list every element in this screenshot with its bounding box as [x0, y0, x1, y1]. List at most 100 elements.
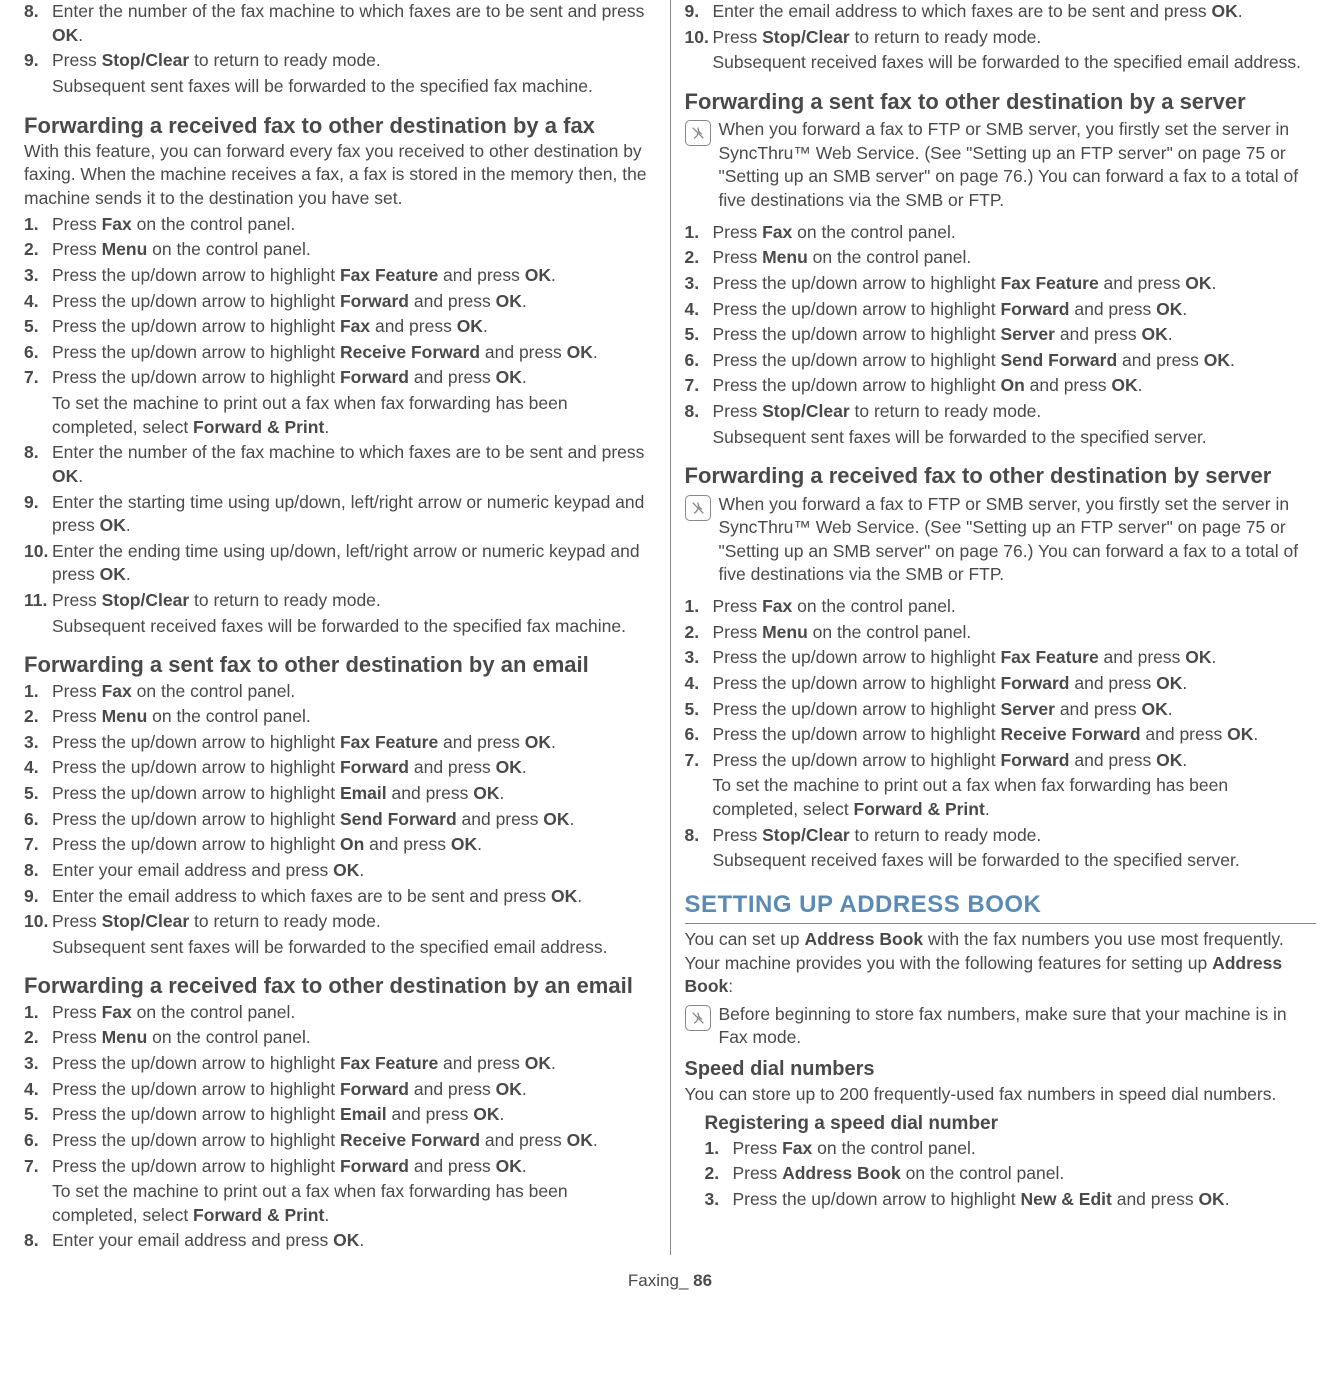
step-item: 3.Press the up/down arrow to highlight F… [24, 264, 656, 288]
step-text: Enter the email address to which faxes a… [52, 885, 656, 909]
step-number: 3. [24, 264, 52, 288]
step-text: Enter the email address to which faxes a… [713, 0, 1317, 24]
step-text: Press Fax on the control panel. [713, 595, 1317, 619]
step-number: 2. [685, 621, 713, 645]
step-item: 5.Press the up/down arrow to highlight F… [24, 315, 656, 339]
step-item: 7.Press the up/down arrow to highlight F… [24, 1155, 656, 1228]
step-subtext: To set the machine to print out a fax wh… [713, 774, 1317, 821]
step-text: Press the up/down arrow to highlight Fax… [713, 646, 1317, 670]
step-number: 2. [24, 1026, 52, 1050]
step-number: 2. [24, 238, 52, 262]
step-text: Press Stop/Clear to return to ready mode… [52, 589, 656, 638]
right-column: 9.Enter the email address to which faxes… [671, 0, 1331, 1255]
step-number: 4. [24, 290, 52, 314]
step-item: 3.Press the up/down arrow to highlight F… [685, 646, 1317, 670]
step-number: 1. [24, 213, 52, 237]
step-item: 6.Press the up/down arrow to highlight S… [685, 349, 1317, 373]
step-number: 6. [24, 808, 52, 832]
step-text: Press Menu on the control panel. [713, 246, 1317, 270]
step-text: Enter the number of the fax machine to w… [52, 441, 656, 488]
step-text: Press Stop/Clear to return to ready mode… [52, 910, 656, 959]
step-text: Press the up/down arrow to highlight For… [713, 672, 1317, 696]
step-text: Press the up/down arrow to highlight Fax… [713, 272, 1317, 296]
step-item: 2.Press Menu on the control panel. [24, 705, 656, 729]
intro-recv-fax-by-fax: With this feature, you can forward every… [24, 140, 656, 211]
step-subtext: Subsequent received faxes will be forwar… [713, 849, 1317, 873]
step-text: Enter your email address and press OK. [52, 1229, 656, 1253]
step-text: Press the up/down arrow to highlight New… [733, 1188, 1317, 1212]
step-number: 1. [685, 595, 713, 619]
step-number: 5. [24, 315, 52, 339]
step-text: Press the up/down arrow to highlight Ema… [52, 782, 656, 806]
steps-sent-fax-by-server: 1.Press Fax on the control panel.2.Press… [685, 221, 1317, 450]
step-number: 5. [24, 782, 52, 806]
note-address-book: Before beginning to store fax numbers, m… [685, 1003, 1317, 1050]
step-item: 1.Press Fax on the control panel. [705, 1137, 1317, 1161]
step-item: 1.Press Fax on the control panel. [24, 680, 656, 704]
step-number: 7. [685, 374, 713, 398]
step-text: Enter the number of the fax machine to w… [52, 0, 656, 47]
step-number: 3. [705, 1188, 733, 1212]
step-number: 3. [24, 731, 52, 755]
step-number: 6. [24, 341, 52, 365]
step-text: Press Fax on the control panel. [713, 221, 1317, 245]
step-item: 1.Press Fax on the control panel. [685, 595, 1317, 619]
note-text: Before beginning to store fax numbers, m… [719, 1003, 1317, 1050]
step-number: 1. [24, 680, 52, 704]
right-top-steps: 9.Enter the email address to which faxes… [685, 0, 1317, 75]
step-item: 7.Press the up/down arrow to highlight F… [685, 749, 1317, 822]
step-number: 9. [24, 491, 52, 538]
step-number: 9. [24, 49, 52, 98]
step-number: 8. [24, 441, 52, 488]
step-number: 2. [24, 705, 52, 729]
intro-speed-dial: You can store up to 200 frequently-used … [685, 1083, 1317, 1107]
steps-recv-fax-by-fax: 1.Press Fax on the control panel.2.Press… [24, 213, 656, 639]
step-item: 1.Press Fax on the control panel. [24, 1001, 656, 1025]
step-number: 5. [24, 1103, 52, 1127]
step-text: Press the up/down arrow to highlight On … [713, 374, 1317, 398]
step-text: Press Menu on the control panel. [713, 621, 1317, 645]
page-footer: Faxing_ 86 [0, 1271, 1340, 1301]
step-item: 2.Press Menu on the control panel. [685, 246, 1317, 270]
note-icon [685, 1005, 711, 1031]
intro-address-book: You can set up Address Book with the fax… [685, 928, 1317, 999]
step-text: Press Fax on the control panel. [52, 213, 656, 237]
step-number: 8. [685, 400, 713, 449]
note-icon [685, 495, 711, 521]
step-item: 10.Enter the ending time using up/down, … [24, 540, 656, 587]
step-item: 3.Press the up/down arrow to highlight F… [685, 272, 1317, 296]
step-number: 10. [685, 26, 713, 75]
step-number: 6. [24, 1129, 52, 1153]
note-text: When you forward a fax to FTP or SMB ser… [719, 493, 1317, 588]
step-number: 8. [24, 0, 52, 47]
step-subtext: To set the machine to print out a fax wh… [52, 1180, 656, 1227]
step-item: 8.Press Stop/Clear to return to ready mo… [685, 400, 1317, 449]
step-text: Press the up/down arrow to highlight Sen… [713, 349, 1317, 373]
step-item: 5.Press the up/down arrow to highlight S… [685, 323, 1317, 347]
step-text: Press the up/down arrow to highlight For… [52, 366, 656, 439]
step-text: Press the up/down arrow to highlight On … [52, 833, 656, 857]
step-text: Press the up/down arrow to highlight Fax… [52, 315, 656, 339]
step-item: 10.Press Stop/Clear to return to ready m… [24, 910, 656, 959]
heading-recv-fax-by-email: Forwarding a received fax to other desti… [24, 973, 656, 998]
footer-label: Faxing [628, 1271, 679, 1290]
step-text: Press the up/down arrow to highlight For… [52, 1078, 656, 1102]
heading-sent-fax-by-email: Forwarding a sent fax to other destinati… [24, 652, 656, 677]
step-item: 9.Enter the email address to which faxes… [685, 0, 1317, 24]
step-item: 4.Press the up/down arrow to highlight F… [24, 290, 656, 314]
step-item: 9.Enter the starting time using up/down,… [24, 491, 656, 538]
step-text: Press the up/down arrow to highlight Fax… [52, 731, 656, 755]
step-item: 2.Press Menu on the control panel. [24, 238, 656, 262]
step-number: 7. [24, 366, 52, 439]
step-item: 5.Press the up/down arrow to highlight E… [24, 1103, 656, 1127]
step-subtext: To set the machine to print out a fax wh… [52, 392, 656, 439]
step-subtext: Subsequent sent faxes will be forwarded … [52, 936, 656, 960]
step-item: 1.Press Fax on the control panel. [685, 221, 1317, 245]
step-item: 2.Press Address Book on the control pane… [705, 1162, 1317, 1186]
step-text: Press the up/down arrow to highlight Rec… [52, 341, 656, 365]
step-item: 7.Press the up/down arrow to highlight O… [24, 833, 656, 857]
steps-sent-fax-by-email: 1.Press Fax on the control panel.2.Press… [24, 680, 656, 960]
note-text: When you forward a fax to FTP or SMB ser… [719, 118, 1317, 213]
step-item: 3.Press the up/down arrow to highlight F… [24, 731, 656, 755]
heading-speed-dial: Speed dial numbers [685, 1058, 1317, 1081]
